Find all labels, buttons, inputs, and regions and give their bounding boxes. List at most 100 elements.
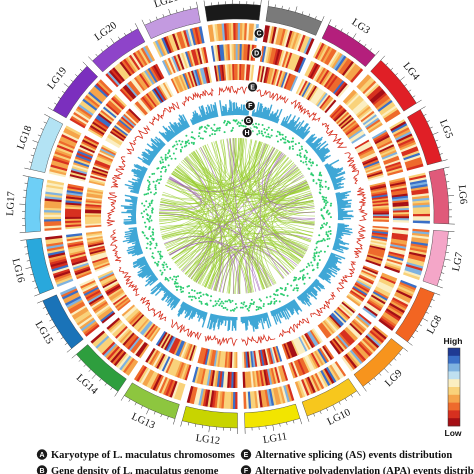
heat-cell <box>406 163 424 171</box>
dot <box>166 156 169 159</box>
heat-cell <box>391 236 408 242</box>
bar <box>132 257 146 264</box>
heat-cell <box>403 272 420 281</box>
dot <box>327 188 330 191</box>
heat-cell <box>90 298 106 309</box>
bar <box>192 111 199 124</box>
heat-cell <box>284 342 293 359</box>
chromosome-label: LG21 <box>153 0 180 10</box>
heat-cell <box>85 200 102 204</box>
heat-cell <box>266 67 273 84</box>
heat-cell <box>341 61 355 77</box>
heat-cell <box>84 288 100 298</box>
heat-cell <box>108 100 122 113</box>
heat-cell <box>122 332 135 346</box>
heat-cell <box>156 375 166 393</box>
dot <box>217 127 220 130</box>
bar <box>196 309 200 315</box>
link <box>204 141 260 288</box>
dot <box>188 285 191 288</box>
tick-mark <box>75 74 78 77</box>
heat-cell <box>343 121 358 134</box>
heat-cell <box>91 254 108 262</box>
tick-mark <box>32 140 39 143</box>
heat-cell <box>111 97 125 110</box>
bar <box>208 113 211 119</box>
bar <box>246 316 249 326</box>
dot <box>192 141 195 144</box>
bar <box>133 244 141 249</box>
heat-cell <box>304 377 314 395</box>
bar <box>183 303 189 311</box>
chromosome-segment <box>181 406 238 429</box>
dot <box>320 174 323 177</box>
heat-cell <box>382 107 399 120</box>
heat-cell <box>184 364 192 381</box>
heat-cell <box>148 349 159 365</box>
bar <box>133 189 140 193</box>
heat-cell <box>399 281 416 291</box>
bar <box>284 304 290 311</box>
heat-cell <box>125 83 138 97</box>
link <box>160 158 206 231</box>
dot <box>329 229 332 232</box>
heat-cell <box>279 28 287 46</box>
dot <box>223 120 226 123</box>
heat-cell <box>190 345 198 362</box>
bar <box>188 307 196 321</box>
heat-cell <box>412 228 430 233</box>
heat-cell <box>405 159 423 167</box>
link <box>191 152 311 198</box>
bar <box>125 200 138 204</box>
bar <box>249 316 252 325</box>
heat-cell <box>74 109 91 122</box>
legend-item: E Alternative splicing (AS) events distri… <box>240 449 452 461</box>
heat-cell <box>378 279 395 289</box>
chromosome-label: LG7 <box>451 251 466 272</box>
heat-cell <box>146 348 158 364</box>
heat-cell <box>204 369 210 386</box>
heat-cell <box>339 116 353 129</box>
heat-cell <box>390 242 407 248</box>
bar <box>333 245 341 249</box>
link <box>174 168 310 199</box>
scale-high-label: High <box>444 336 463 346</box>
heat-cell <box>108 288 124 300</box>
heat-cell <box>205 66 211 84</box>
dot <box>211 129 214 132</box>
heat-cell <box>149 66 160 82</box>
bar <box>201 105 208 120</box>
heat-cell <box>277 70 285 87</box>
bar <box>324 163 329 167</box>
heat-cell <box>385 163 402 171</box>
dot <box>304 149 307 152</box>
bar <box>335 239 344 243</box>
tick-mark <box>134 23 139 29</box>
heat-cell <box>323 98 335 113</box>
heat-cell <box>356 314 371 327</box>
bar <box>297 122 308 136</box>
dot <box>267 133 270 136</box>
bar <box>319 272 331 281</box>
bar <box>262 313 266 322</box>
bar <box>170 298 180 311</box>
dot <box>308 264 311 267</box>
bar <box>310 284 314 288</box>
tick-mark <box>279 423 281 427</box>
heat-cell <box>77 150 93 159</box>
heat-cell <box>46 245 64 252</box>
dot <box>253 301 256 304</box>
dot <box>181 290 184 293</box>
heat-cell <box>332 311 346 325</box>
heat-cell <box>224 351 228 368</box>
dot <box>161 271 164 274</box>
bar <box>129 203 137 206</box>
tick-mark <box>274 4 276 8</box>
heat-cell <box>165 35 175 53</box>
heat-cell <box>318 371 329 388</box>
tick-mark <box>313 413 315 417</box>
heat-cell <box>342 120 357 132</box>
heat-cell <box>256 350 261 367</box>
heat-cell <box>180 30 189 48</box>
tick-mark <box>301 11 304 15</box>
